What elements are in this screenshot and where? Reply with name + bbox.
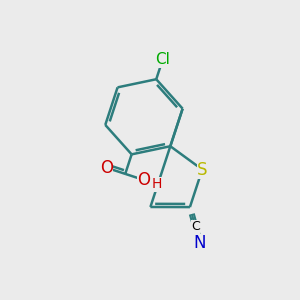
Text: O: O — [100, 159, 113, 177]
Text: C: C — [191, 220, 200, 233]
Text: H: H — [152, 177, 162, 191]
Text: O: O — [137, 171, 151, 189]
Text: Cl: Cl — [155, 52, 170, 67]
Text: S: S — [197, 160, 208, 178]
Text: N: N — [194, 234, 206, 252]
